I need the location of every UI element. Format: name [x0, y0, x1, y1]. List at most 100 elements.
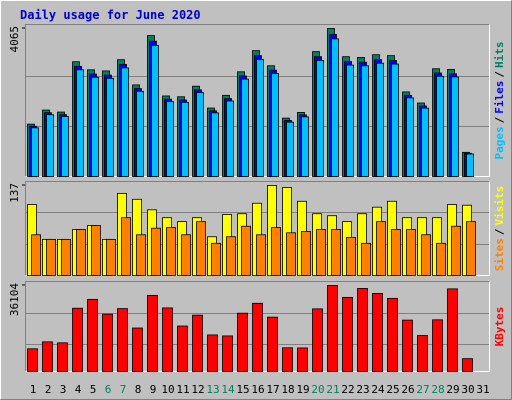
bar: [361, 65, 369, 177]
legend-entry: Visits: [493, 186, 506, 226]
legend-entry: Sites: [493, 238, 506, 271]
bar: [342, 296, 353, 372]
bar: [211, 242, 221, 276]
x-tick-label: 7: [120, 383, 127, 396]
bar: [297, 347, 308, 372]
legend-entry: Files: [493, 81, 506, 114]
bar: [196, 221, 206, 276]
bar: [57, 342, 68, 372]
bar: [46, 238, 56, 276]
legend-entry: KBytes: [493, 307, 506, 347]
bar: [252, 302, 263, 372]
x-tick-label: 14: [221, 383, 235, 396]
chart-title: Daily usage for June 2020: [20, 8, 201, 22]
bar: [376, 62, 384, 177]
bar: [106, 238, 116, 276]
bar: [27, 348, 38, 372]
bar: [226, 236, 236, 276]
bar: [432, 319, 443, 372]
y-max-label: 4065: [8, 26, 21, 53]
x-tick-label: 18: [281, 383, 294, 396]
bar: [106, 77, 114, 177]
bar: [121, 67, 129, 177]
bar: [301, 116, 309, 177]
bar: [312, 308, 323, 372]
bar: [166, 101, 174, 177]
bar: [421, 234, 431, 276]
bar: [61, 238, 71, 276]
bar: [87, 298, 98, 372]
legend: KBytes: [493, 307, 506, 347]
x-tick-label: 24: [371, 383, 385, 396]
legend: Sites / Visits: [493, 186, 506, 272]
bar: [132, 327, 143, 372]
x-tick-label: 3: [60, 383, 67, 396]
x-tick-label: 1: [30, 383, 37, 396]
x-tick-label: 31: [476, 383, 489, 396]
bar: [42, 341, 53, 372]
x-tick-label: 22: [341, 383, 354, 396]
bar: [361, 242, 371, 276]
x-tick-label: 17: [266, 383, 279, 396]
bar: [391, 229, 401, 276]
x-tick-label: 11: [176, 383, 189, 396]
bar: [136, 90, 144, 177]
bar: [31, 234, 41, 276]
bar: [102, 313, 113, 372]
legend-separator: /: [493, 116, 506, 123]
x-tick-label: 2: [45, 383, 52, 396]
bar: [117, 308, 128, 372]
legend-separator: /: [493, 71, 506, 78]
y-max-label: 36104: [8, 283, 21, 316]
bar: [256, 59, 264, 177]
bar: [181, 101, 189, 177]
x-tick-label: 10: [161, 383, 174, 396]
y-max-label: 137: [8, 183, 21, 203]
bar: [271, 227, 281, 276]
bar: [391, 63, 399, 177]
x-tick-label: 6: [105, 383, 112, 396]
bar: [162, 307, 173, 372]
bar: [256, 234, 266, 276]
bar: [387, 297, 398, 372]
bar: [406, 229, 416, 276]
bar: [76, 69, 84, 177]
bar: [196, 92, 204, 177]
legend: Pages / Files / Hits: [493, 42, 506, 160]
x-tick-label: 21: [326, 383, 339, 396]
bar: [286, 121, 294, 177]
bar: [466, 221, 476, 276]
bar: [406, 97, 414, 177]
bar: [271, 73, 279, 177]
bar: [421, 107, 429, 177]
bar: [121, 217, 131, 276]
bar: [436, 75, 444, 177]
bar: [226, 100, 234, 177]
bar: [372, 293, 383, 372]
x-tick-label: 8: [135, 383, 142, 396]
x-tick-label: 12: [191, 383, 204, 396]
legend-entry: Hits: [493, 42, 506, 69]
x-tick-label: 9: [150, 383, 157, 396]
bar: [417, 335, 428, 372]
x-tick-label: 27: [416, 383, 429, 396]
x-tick-label: 25: [386, 383, 399, 396]
panel-bevel-dark: [25, 181, 490, 276]
x-tick-label: 29: [446, 383, 459, 396]
x-tick-label: 23: [356, 383, 369, 396]
bar: [136, 234, 146, 276]
x-tick-label: 16: [251, 383, 264, 396]
bar: [346, 236, 356, 276]
bar: [166, 227, 176, 276]
bar: [91, 76, 99, 177]
bar: [177, 325, 188, 372]
bar: [267, 316, 278, 372]
panel-bevel-dark: [25, 281, 490, 372]
x-tick-label: 19: [296, 383, 309, 396]
bar: [241, 225, 251, 276]
bar: [207, 334, 218, 372]
legend-separator: /: [493, 228, 506, 235]
